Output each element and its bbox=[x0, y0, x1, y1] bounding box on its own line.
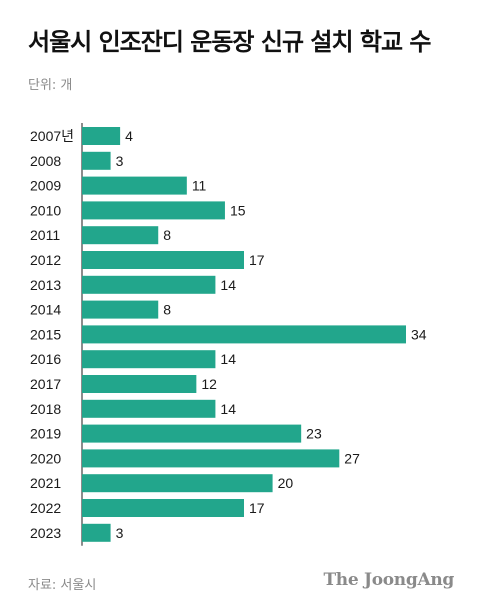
bar bbox=[82, 350, 216, 369]
data-label: 17 bbox=[249, 500, 265, 516]
chart-title: 서울시 인조잔디 운동장 신규 설치 학교 수 bbox=[28, 28, 431, 56]
y-tick-label: 2012 bbox=[30, 252, 61, 268]
bar bbox=[82, 300, 159, 319]
bar bbox=[82, 151, 111, 170]
unit-label: 단위: 개 bbox=[28, 78, 73, 93]
data-label: 14 bbox=[220, 351, 236, 367]
data-label: 15 bbox=[230, 202, 246, 218]
bar bbox=[82, 523, 111, 542]
bar bbox=[82, 226, 159, 245]
y-tick-label: 2019 bbox=[30, 426, 61, 442]
data-label: 8 bbox=[163, 227, 171, 243]
y-tick-label: 2020 bbox=[30, 450, 61, 466]
y-tick-label: 2021 bbox=[30, 475, 61, 491]
y-tick-label: 2009 bbox=[30, 178, 61, 194]
data-label: 12 bbox=[201, 376, 217, 392]
data-label: 4 bbox=[125, 128, 133, 144]
bar bbox=[82, 449, 340, 468]
data-label: 23 bbox=[306, 426, 322, 442]
data-label: 14 bbox=[220, 401, 236, 417]
y-tick-label: 2008 bbox=[30, 153, 61, 169]
data-label: 8 bbox=[163, 302, 171, 318]
y-tick-label: 2016 bbox=[30, 351, 61, 367]
bar bbox=[82, 201, 225, 220]
y-tick-label: 2015 bbox=[30, 326, 61, 342]
bar bbox=[82, 424, 302, 443]
data-label: 3 bbox=[116, 153, 124, 169]
y-tick-label: 2023 bbox=[30, 525, 61, 541]
data-label: 20 bbox=[278, 475, 294, 491]
y-tick-label: 2013 bbox=[30, 277, 61, 293]
bar bbox=[82, 474, 273, 493]
source-label: 자료: 서울시 bbox=[28, 578, 97, 593]
publisher-logo: The JoongAng bbox=[323, 570, 454, 590]
data-label: 27 bbox=[344, 450, 360, 466]
y-tick-label: 2014 bbox=[30, 302, 61, 318]
bar bbox=[82, 176, 187, 195]
bar bbox=[82, 499, 244, 517]
data-label: 17 bbox=[249, 252, 265, 268]
bar bbox=[82, 325, 406, 344]
bar bbox=[82, 127, 121, 145]
y-tick-label: 2022 bbox=[30, 500, 61, 516]
y-tick-label: 2018 bbox=[30, 401, 61, 417]
bar bbox=[82, 251, 244, 269]
data-label: 11 bbox=[192, 178, 207, 194]
data-label: 34 bbox=[411, 326, 427, 342]
y-tick-label: 2017 bbox=[30, 376, 61, 392]
bar bbox=[82, 375, 197, 393]
y-tick-label: 2010 bbox=[30, 202, 61, 218]
y-tick-label: 2007년 bbox=[30, 128, 74, 144]
data-label: 3 bbox=[116, 525, 124, 541]
data-label: 14 bbox=[220, 277, 236, 293]
bar bbox=[82, 275, 216, 294]
y-tick-label: 2011 bbox=[30, 227, 60, 243]
bar bbox=[82, 399, 216, 418]
